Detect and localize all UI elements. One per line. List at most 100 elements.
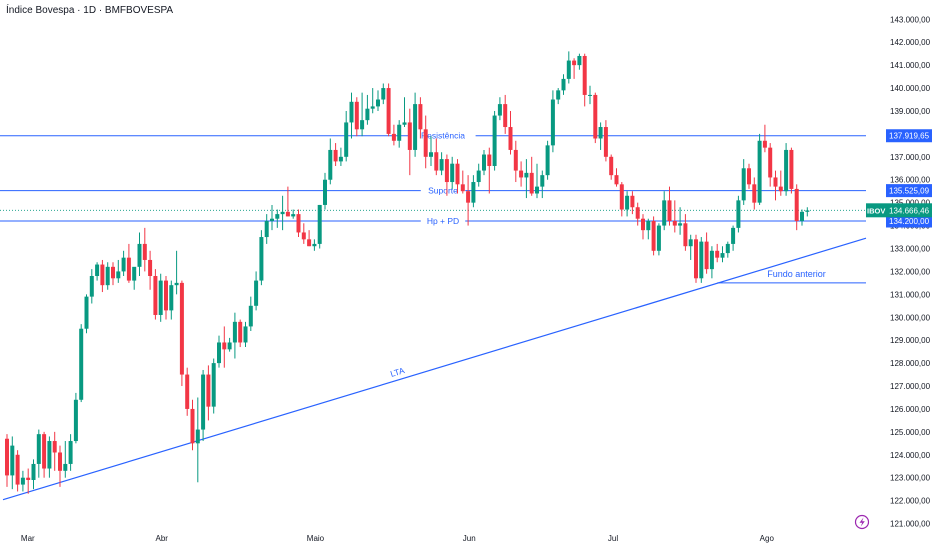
level-price-label: 135.525,09 — [889, 187, 930, 196]
candle — [450, 163, 455, 183]
candle — [291, 214, 296, 217]
candle — [275, 214, 280, 219]
candle — [386, 88, 391, 134]
candle — [805, 210, 810, 212]
candle — [418, 104, 423, 130]
y-tick-label: 137.000,00 — [890, 153, 931, 162]
candle — [635, 207, 640, 219]
candle — [651, 220, 656, 251]
candle — [434, 152, 439, 171]
y-tick-label: 125.000,00 — [890, 428, 931, 437]
last-price-tag — [886, 203, 932, 218]
candle — [609, 156, 614, 176]
candle — [190, 408, 195, 444]
price-axis[interactable]: 143.000,00 142.000,00 141.000,00 140.000,00… — [890, 15, 931, 528]
candle — [747, 168, 751, 185]
level-price-label: 134.200,00 — [889, 217, 930, 226]
candle — [540, 175, 545, 187]
candle — [460, 184, 465, 192]
candle — [158, 280, 163, 315]
candle — [784, 149, 789, 192]
candle — [497, 104, 502, 116]
candle — [95, 264, 100, 277]
candle — [312, 243, 317, 247]
candle — [232, 321, 237, 343]
candle — [68, 441, 73, 464]
candle — [577, 55, 582, 66]
candle — [20, 477, 25, 485]
candle — [800, 211, 804, 221]
y-tick-label: 131.000,00 — [890, 290, 931, 299]
candle — [598, 127, 603, 139]
candle — [556, 90, 561, 100]
candle — [794, 188, 799, 221]
candle — [572, 60, 577, 66]
x-tick-label: Ago — [760, 534, 775, 543]
candle — [360, 120, 365, 130]
candle — [678, 223, 683, 226]
candle — [455, 163, 460, 185]
lightning-icon[interactable] — [854, 514, 870, 530]
candle — [164, 280, 168, 311]
chart-title: Índice Bovespa · 1D · BMFBOVESPA — [6, 5, 174, 16]
price-labels: 137.919,65 135.525,09 134.200,00 IBOV 134.66… — [866, 129, 932, 228]
candle — [142, 243, 147, 260]
candle — [58, 452, 62, 471]
candle — [789, 149, 794, 189]
candle — [307, 239, 312, 247]
candle — [503, 104, 508, 128]
candle — [757, 140, 762, 203]
candle — [482, 154, 486, 171]
candle — [338, 156, 343, 162]
candle — [349, 101, 354, 123]
candle — [137, 243, 142, 267]
candle — [439, 159, 444, 171]
candle — [699, 241, 704, 279]
y-tick-label: 140.000,00 — [890, 84, 931, 93]
candle — [508, 127, 513, 150]
candle — [116, 271, 121, 279]
candle — [582, 55, 587, 95]
candle — [15, 454, 20, 485]
candle — [179, 282, 184, 375]
level-price-tag — [886, 214, 932, 228]
candle — [323, 179, 327, 205]
candle — [550, 99, 555, 146]
y-tick-label: 126.000,00 — [890, 405, 931, 414]
y-tick-label: 127.000,00 — [890, 382, 931, 391]
candle — [26, 477, 31, 480]
candle — [535, 186, 539, 194]
candle — [73, 399, 78, 442]
candle — [259, 237, 264, 281]
candle — [667, 200, 672, 221]
y-tick-label: 135.000,00 — [890, 199, 931, 208]
candle — [264, 220, 269, 238]
candle — [683, 223, 688, 247]
candle — [132, 266, 137, 281]
y-tick-label: 123.000,00 — [890, 474, 931, 483]
candle — [5, 438, 9, 476]
candle — [752, 184, 757, 203]
candle — [280, 211, 285, 215]
candle — [126, 257, 131, 281]
candle — [370, 106, 375, 109]
candle — [773, 177, 778, 187]
candle — [519, 170, 524, 178]
candle — [10, 445, 15, 476]
candle — [492, 115, 497, 166]
time-axis[interactable]: Mar Abr Maio Jun Jul Ago — [21, 534, 775, 543]
candle — [566, 60, 571, 79]
candle — [588, 94, 592, 96]
candle — [47, 441, 52, 469]
level-label-bg — [420, 214, 466, 227]
y-tick-label: 143.000,00 — [890, 15, 931, 24]
candle — [111, 266, 115, 279]
candle — [89, 276, 94, 297]
symbol-label: IBOV — [867, 206, 885, 215]
y-tick-label: 121.000,00 — [890, 520, 931, 529]
candle — [741, 168, 746, 201]
candle — [476, 170, 481, 183]
level-price-tag — [886, 184, 932, 198]
